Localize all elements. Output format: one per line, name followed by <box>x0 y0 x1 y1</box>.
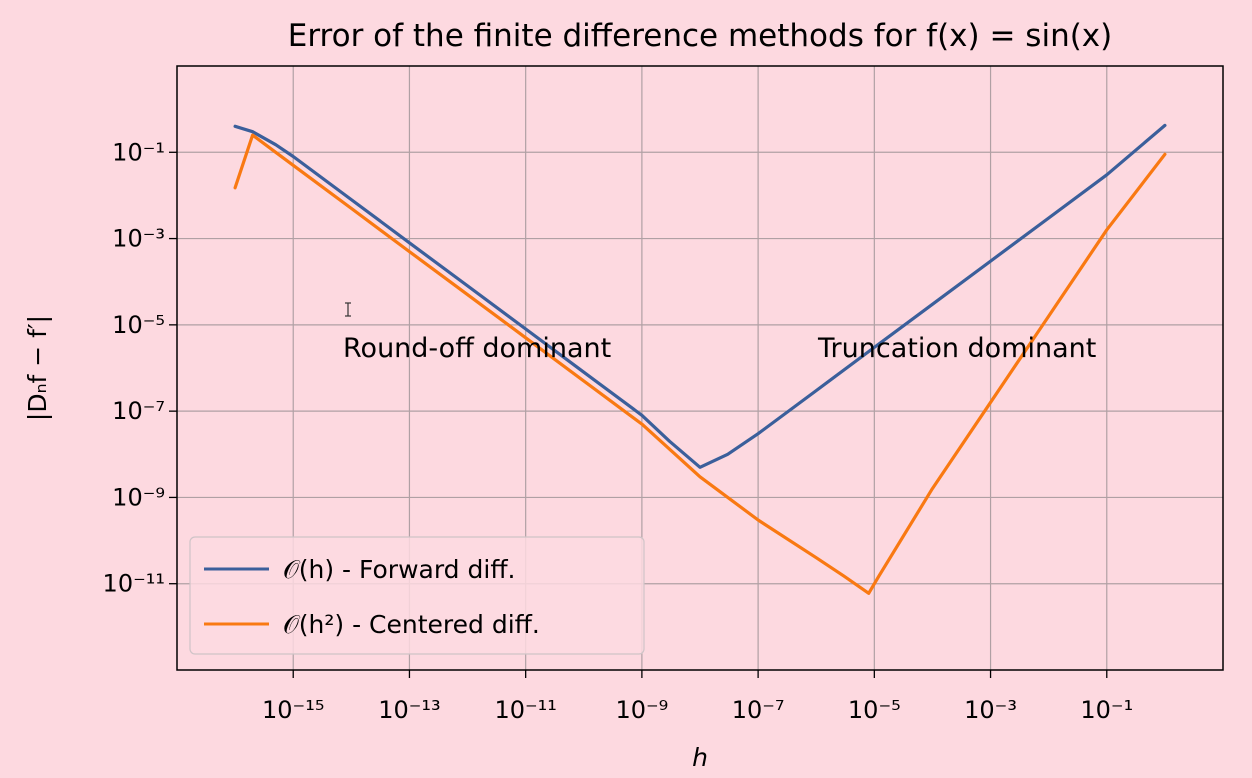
x-tick-label: 10⁻¹⁵ <box>262 696 324 724</box>
annotation-truncation: Truncation dominant <box>817 333 1096 364</box>
y-tick-label: 10⁻¹¹ <box>103 570 165 598</box>
y-axis-label: |Dₙf − f′| <box>23 315 52 421</box>
legend-label-forward: 𝒪(h) - Forward diff. <box>283 555 516 584</box>
x-tick-label: 10⁻¹³ <box>378 696 440 724</box>
text-cursor-icon <box>345 302 351 317</box>
annotation-round-off: Round-off dominant <box>343 333 611 364</box>
y-tick-label: 10⁻¹ <box>112 138 165 166</box>
y-tick-label: 10⁻⁵ <box>112 311 165 339</box>
x-tick-label: 10⁻⁷ <box>732 696 785 724</box>
series-centered-line <box>233 133 1167 595</box>
x-tick-label: 10⁻⁵ <box>848 696 901 724</box>
legend-box <box>189 536 645 655</box>
plot-area <box>176 65 1224 671</box>
y-tick-label: 10⁻³ <box>112 225 165 253</box>
legend-label-centered: 𝒪(h²) - Centered diff. <box>283 610 540 639</box>
grid <box>177 66 1223 670</box>
series-layer <box>233 123 1167 595</box>
x-axis: 10⁻¹⁵ 10⁻¹³ 10⁻¹¹ 10⁻⁹ 10⁻⁷ 10⁻⁵ 10⁻³ 10⁻¹ <box>262 670 1133 724</box>
legend: 𝒪(h) - Forward diff. 𝒪(h²) - Centered di… <box>189 536 645 655</box>
y-tick-label: 10⁻⁷ <box>112 397 165 425</box>
x-tick-label: 10⁻¹¹ <box>494 696 556 724</box>
x-tick-label: 10⁻¹ <box>1080 696 1133 724</box>
chart-title: Error of the finite difference methods f… <box>288 18 1113 54</box>
y-tick-label: 10⁻⁹ <box>112 483 165 511</box>
x-tick-label: 10⁻⁹ <box>615 696 668 724</box>
x-tick-label: 10⁻³ <box>964 696 1017 724</box>
x-axis-label: h <box>692 743 708 772</box>
series-forward-line <box>233 123 1167 469</box>
y-axis: 10⁻¹ 10⁻³ 10⁻⁵ 10⁻⁷ 10⁻⁹ 10⁻¹¹ <box>103 138 177 598</box>
plot-frame <box>176 65 1224 671</box>
